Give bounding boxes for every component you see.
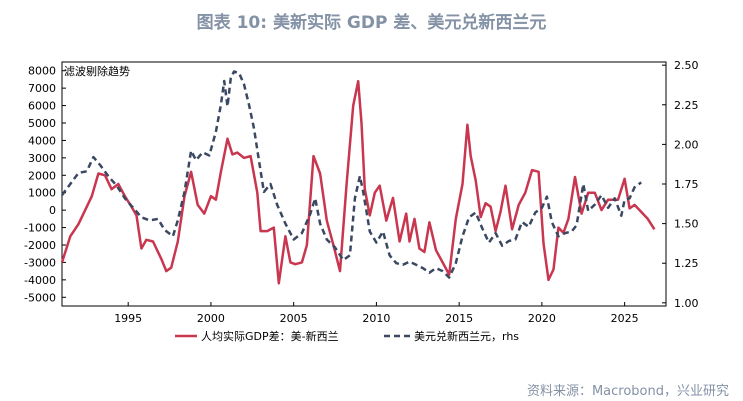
left-tick-label: 6000 xyxy=(28,100,56,113)
right-tick-label: 2.00 xyxy=(674,138,699,151)
chart-title: 图表 10: 美新实际 GDP 差、美元兑新西兰元 xyxy=(196,13,547,33)
left-tick-label: -3000 xyxy=(24,256,56,269)
x-tick-label: 2020 xyxy=(528,312,556,325)
left-tick-label: 3000 xyxy=(28,152,56,165)
x-axis: 1995 2000 2005 2010 2015 2020 2025 xyxy=(114,302,639,325)
legend-label-gdp: 人均实际GDP差：美-新西兰 xyxy=(201,329,339,343)
legend-label-fx: 美元兑新西兰元，rhs xyxy=(414,329,519,343)
left-tick-label: 2000 xyxy=(28,169,56,182)
x-tick-label: 2025 xyxy=(611,312,639,325)
right-tick-label: 1.25 xyxy=(674,257,699,270)
x-tick-label: 2005 xyxy=(280,312,308,325)
right-tick-label: 2.50 xyxy=(674,59,699,72)
x-tick-label: 2010 xyxy=(362,312,390,325)
left-tick-label: -5000 xyxy=(24,291,56,304)
left-tick-label: 8000 xyxy=(28,65,56,78)
right-tick-label: 1.75 xyxy=(674,178,699,191)
left-tick-label: -2000 xyxy=(24,239,56,252)
x-tick-label: 1995 xyxy=(114,312,142,325)
legend: 人均实际GDP差：美-新西兰 美元兑新西兰元，rhs xyxy=(175,329,519,343)
left-tick-label: 5000 xyxy=(28,117,56,130)
series-layer xyxy=(60,70,656,285)
series-line-gdp-diff xyxy=(60,79,656,285)
series-line-usdnzd xyxy=(60,70,642,279)
right-tick-label: 2.25 xyxy=(674,99,699,112)
right-y-axis: 1.00 1.25 1.50 1.75 2.00 2.25 2.50 xyxy=(662,59,699,310)
right-tick-label: 1.50 xyxy=(674,218,699,231)
x-tick-label: 2015 xyxy=(445,312,473,325)
left-tick-label: -4000 xyxy=(24,274,56,287)
left-tick-label: 7000 xyxy=(28,82,56,95)
left-y-axis: -5000 -4000 -3000 -2000 -1000 0 1000 2000 3000 40… xyxy=(24,65,66,304)
left-tick-label: 0 xyxy=(49,204,56,217)
x-tick-label: 2000 xyxy=(197,312,225,325)
left-tick-label: 4000 xyxy=(28,134,56,147)
source-note: 资料来源：Macrobond，兴业研究 xyxy=(526,384,729,399)
left-tick-label: 1000 xyxy=(28,187,56,200)
right-tick-label: 1.00 xyxy=(674,297,699,310)
left-tick-label: -1000 xyxy=(24,222,56,235)
chart-annotation: 滤波剔除趋势 xyxy=(64,64,130,78)
